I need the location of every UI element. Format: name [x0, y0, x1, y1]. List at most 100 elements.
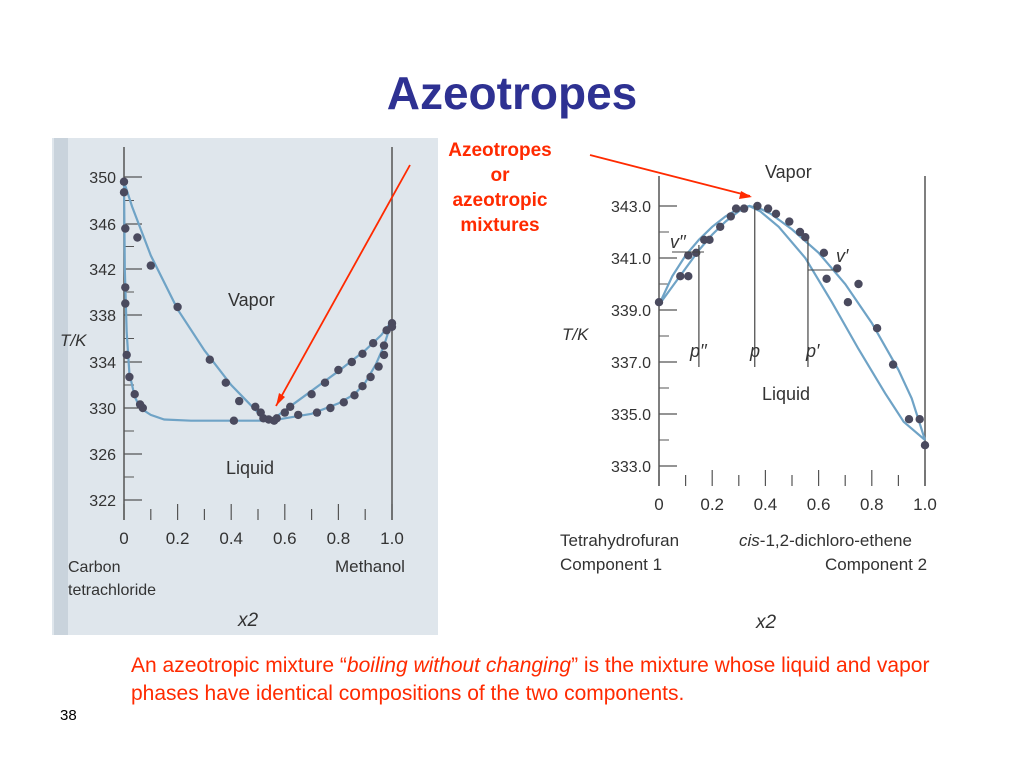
y-tick-label: 335.0: [611, 407, 651, 424]
data-point: [904, 415, 914, 424]
x-tick-label: 0.2: [166, 529, 190, 548]
caption-text: ” is the mixture whose liquid and vapor …: [131, 654, 930, 705]
vapor-label: Vapor: [765, 162, 812, 182]
y-tick-label: 341.0: [611, 251, 651, 268]
left-panel-edge: [54, 138, 68, 635]
data-point: [731, 204, 741, 213]
y-tick-label: 337.0: [611, 355, 651, 372]
y-tick-label: 330: [89, 401, 116, 418]
data-point: [307, 390, 316, 399]
callout-arrow-right: [589, 154, 751, 197]
v-double-prime-label: v′′: [670, 232, 686, 252]
ccl4-methanol-chart: 350 346 342 338 334 330 326 322 0 0.2 0.4 0.6 0.8 1.0…: [60, 147, 405, 631]
liquid-label: Liquid: [226, 458, 274, 478]
data-point: [130, 390, 139, 399]
data-point: [801, 233, 810, 242]
data-point: [654, 298, 664, 307]
x-tick-label: 0: [654, 495, 663, 514]
data-point: [125, 372, 134, 382]
x-tick-label: 0.6: [273, 529, 297, 548]
data-point: [843, 298, 853, 307]
y-tick-label: 346: [89, 217, 116, 234]
data-point: [251, 402, 260, 411]
data-point: [119, 188, 129, 197]
y-tick-label: 343.0: [611, 199, 651, 216]
y-tick-label: 342: [89, 262, 116, 279]
callout-line: or: [490, 165, 510, 186]
data-point: [119, 177, 129, 186]
data-point: [133, 233, 142, 242]
x-tick-label: 0.2: [700, 495, 724, 514]
data-point: [819, 248, 829, 257]
vapor-label: Vapor: [228, 290, 275, 310]
data-point: [358, 349, 367, 358]
liquid-label: Liquid: [762, 384, 810, 404]
data-point: [795, 227, 805, 237]
data-point: [173, 302, 182, 312]
slide-number: 38: [60, 707, 77, 724]
data-point: [235, 396, 244, 406]
v-prime-label: v′: [836, 246, 849, 266]
y-tick-label: 333.0: [611, 459, 651, 476]
data-point: [294, 410, 303, 420]
component-left-sub: Component 1: [560, 555, 662, 574]
component-left-sub: tetrachloride: [68, 582, 156, 599]
data-point: [272, 414, 281, 423]
p-double-prime-label: p′′: [689, 341, 707, 361]
y-tick-label: 338: [89, 308, 116, 325]
x-tick-label: 1.0: [913, 495, 937, 514]
y-tick-label: 350: [89, 170, 116, 187]
thf-dichloroethene-chart: 343.0 341.0 339.0 337.0 335.0 333.0 0 0.2 0.4 0.6…: [560, 162, 937, 633]
data-point: [822, 274, 831, 283]
data-point: [379, 341, 389, 350]
x-tick-label: 0.4: [754, 495, 778, 514]
component-right-name: Methanol: [335, 557, 405, 576]
callout-arrowhead-right: [739, 191, 752, 199]
data-point: [369, 339, 378, 348]
component-left-name: Tetrahydrofuran: [560, 531, 679, 550]
data-point: [347, 357, 356, 367]
data-point: [915, 415, 924, 424]
caption-text: An azeotropic mixture “: [131, 654, 347, 677]
data-point: [138, 403, 147, 413]
x-tick-label: 0.6: [807, 495, 831, 514]
x-tick-label: 0: [119, 529, 128, 548]
azeotrope-callout: Azeotropes or azeotropic mixtures: [420, 138, 580, 238]
data-point: [121, 299, 130, 308]
data-point: [286, 402, 295, 411]
callout-line: mixtures: [460, 215, 540, 236]
p-label: p: [749, 341, 760, 361]
data-point: [676, 272, 685, 281]
data-point: [374, 362, 383, 371]
data-point: [379, 350, 389, 360]
y-tick-label: 322: [89, 493, 116, 510]
data-point: [358, 382, 367, 391]
callout-line: azeotropic: [452, 190, 548, 211]
data-point: [920, 441, 930, 450]
component-right-name: cis-1,2-dichloro-ethene: [739, 531, 912, 550]
data-point: [350, 391, 359, 400]
x-axis-label: x2: [755, 612, 777, 633]
data-point: [334, 365, 343, 375]
data-point: [716, 222, 725, 231]
data-point: [684, 272, 693, 281]
data-point: [121, 224, 130, 233]
y-tick-label: 326: [89, 447, 116, 464]
data-point: [280, 408, 289, 417]
data-point: [121, 283, 130, 292]
data-point: [229, 416, 239, 425]
data-point: [684, 251, 693, 260]
data-point: [312, 408, 322, 417]
y-axis-label: T/K: [562, 325, 589, 344]
x-tick-label: 0.8: [860, 495, 884, 514]
data-point: [726, 212, 735, 221]
p-prime-label: p′: [805, 341, 820, 361]
callout-arrow-left: [275, 164, 411, 407]
data-point: [339, 398, 348, 407]
component-left-name: Carbon: [68, 559, 120, 576]
x-tick-label: 1.0: [380, 529, 404, 548]
y-tick-label: 334: [89, 355, 116, 372]
callout-line: Azeotropes: [448, 140, 552, 161]
data-point: [205, 355, 214, 364]
slide-caption: An azeotropic mixture “boiling without c…: [131, 652, 931, 708]
